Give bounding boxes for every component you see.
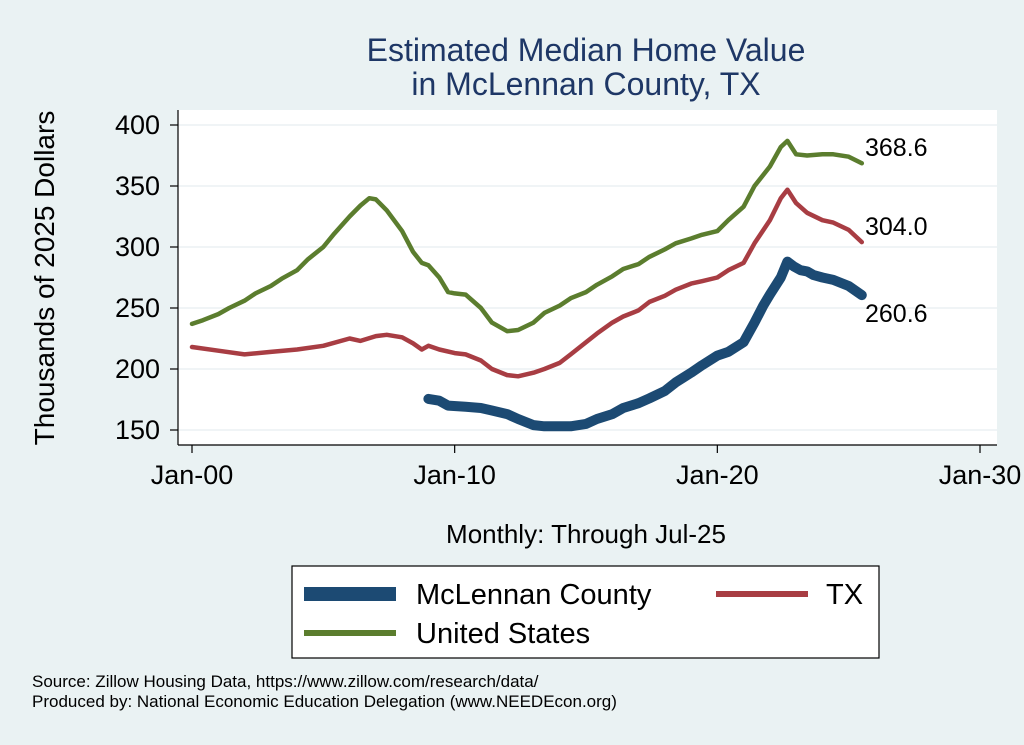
plot-area: [178, 110, 997, 445]
x-tick-label: Jan-20: [676, 460, 759, 490]
y-tick-label: 150: [115, 415, 160, 445]
source-note: Source: Zillow Housing Data, https://www…: [32, 672, 539, 691]
series-lines: [189, 138, 867, 432]
series-line-united-states: [189, 138, 865, 334]
y-tick-label: 200: [115, 354, 160, 384]
end-label-mclennan-county: 260.6: [865, 300, 928, 328]
x-tick-label: Jan-00: [151, 460, 234, 490]
y-axis-ticks: 150 200 250 300 350 400: [115, 110, 178, 445]
x-tick-label: Jan-30: [939, 460, 1022, 490]
end-labels: 260.6 304.0 368.6: [865, 134, 928, 328]
end-label-tx: 304.0: [865, 213, 928, 241]
y-tick-label: 350: [115, 171, 160, 201]
end-label-united-states: 368.6: [865, 134, 928, 162]
legend-box: [291, 565, 880, 659]
series-line-tx: [189, 187, 865, 379]
legend-label-tx: TX: [826, 579, 863, 611]
producer-note: Produced by: National Economic Education…: [32, 692, 617, 711]
y-tick-label: 300: [115, 232, 160, 262]
legend-label-united-states: United States: [416, 618, 590, 650]
chart-title-line-1: Estimated Median Home Value: [367, 32, 806, 68]
legend-label-mclennan: McLennan County: [416, 579, 652, 611]
y-axis-label: Thousands of 2025 Dollars: [29, 111, 60, 446]
y-tick-label: 400: [115, 110, 160, 140]
y-tick-label: 250: [115, 293, 160, 323]
x-tick-label: Jan-10: [413, 460, 496, 490]
series-line-mclennan-county: [423, 256, 867, 432]
x-axis-ticks: Jan-00 Jan-10 Jan-20 Jan-30: [151, 445, 1022, 490]
gridlines: [178, 124, 997, 431]
chart-title-line-2: in McLennan County, TX: [411, 66, 760, 102]
x-axis-label: Monthly: Through Jul-25: [446, 519, 726, 549]
